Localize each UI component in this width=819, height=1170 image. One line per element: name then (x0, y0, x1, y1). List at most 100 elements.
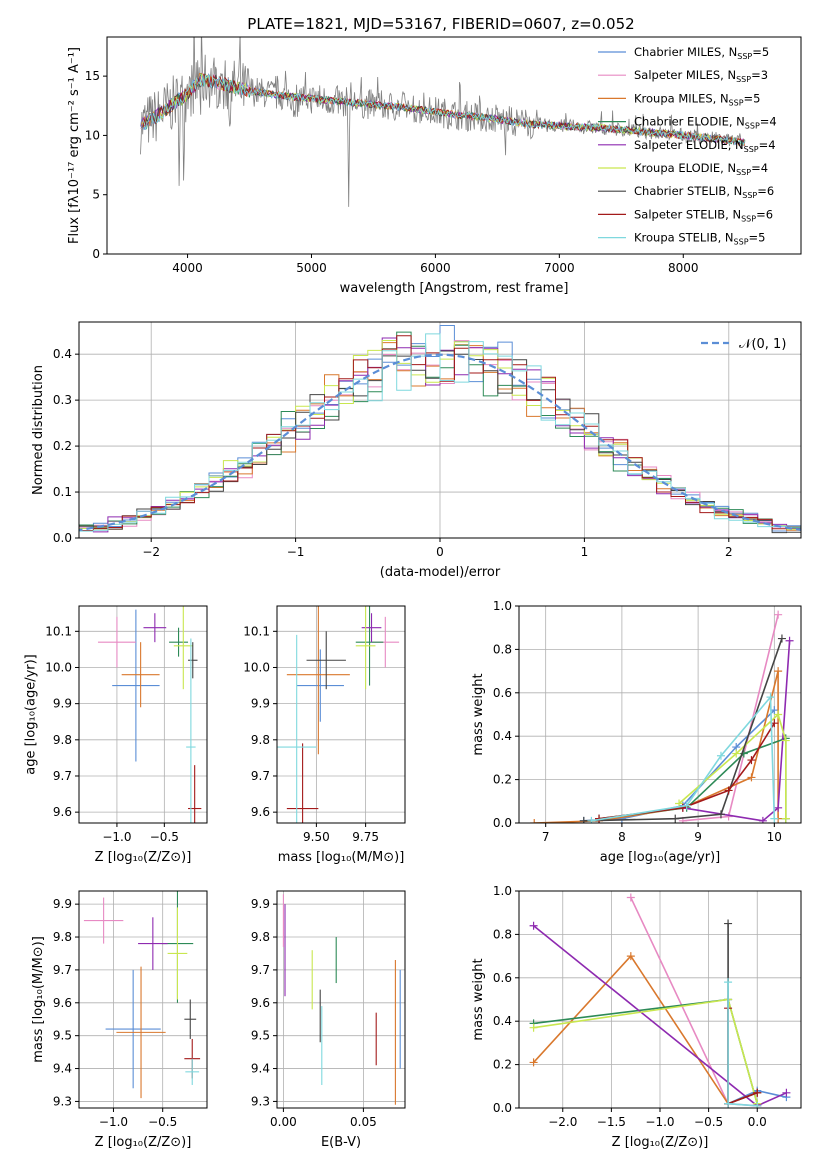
panel-massweight-vs-Z: −2.0 −1.5 −1.0 −0.5 0.0 0.0 0.2 0.4 0.6 0.8 1.0 Z [… (471, 884, 802, 1150)
plot-area-spectrum (140, 37, 746, 207)
figure-title: PLATE=1821, MJD=53167, FIBERID=0607, z=0… (247, 15, 634, 33)
weight-marker (753, 1101, 762, 1108)
normal-reference-curve (79, 353, 801, 532)
observed-spectrum-line (140, 37, 746, 207)
weight-series-5 (529, 995, 762, 1108)
x-tick-label: −0.5 (148, 1115, 177, 1129)
plot-area-massweight-vs-age (519, 606, 801, 823)
x-tick-label: −1.5 (597, 1115, 626, 1129)
plot-area-mass-vs-EBV (277, 891, 405, 1108)
weight-marker (758, 816, 767, 823)
y-tick-label: 0.0 (493, 816, 512, 830)
y-tick-label: 9.7 (251, 963, 270, 977)
y-tick-label: 0.2 (493, 1058, 512, 1072)
errorbar-point (105, 969, 161, 1089)
errorbar-point (116, 966, 166, 1099)
x-tick-label: −2.0 (548, 1115, 577, 1129)
y-tick-label: 0.6 (493, 971, 512, 985)
x-tick-label: −1.0 (102, 830, 131, 844)
errorbar-point (143, 613, 167, 643)
y-tick-label: 9.7 (53, 963, 72, 977)
weight-marker (529, 1023, 538, 1032)
weight-marker (626, 893, 635, 902)
legend-entry: Chabrier MILES, NSSP=5 (634, 45, 769, 61)
x-tick-label: −1.0 (645, 1115, 674, 1129)
y-tick-label: 9.5 (251, 1029, 270, 1043)
y-tick-label: 0.8 (493, 927, 512, 941)
weight-marker (529, 921, 538, 930)
y-tick-label: 0.2 (493, 773, 512, 787)
errorbar-point (188, 765, 202, 823)
weight-marker (724, 786, 733, 795)
weight-marker (529, 1058, 538, 1067)
weight-series-6 (724, 919, 762, 1108)
weight-marker (774, 610, 783, 619)
y-tick-label: 1.0 (493, 884, 512, 898)
errorbar-point (355, 606, 376, 690)
y-tick-label: 0.1 (53, 485, 72, 499)
y-tick-label: 0.3 (53, 393, 72, 407)
legend-entry: Kroupa MILES, NSSP=5 (634, 91, 760, 107)
errorbar-point (97, 616, 136, 668)
errorbar-point (185, 1058, 200, 1085)
panel-age-vs-Z: −1.0 −0.5 9.6 9.7 9.8 9.9 10.0 10.1 Z [log₁₀(Z/Z… (24, 605, 208, 865)
y-axis-label: Normed distribution (31, 365, 46, 495)
y-tick-label: 0.4 (493, 1014, 512, 1028)
x-tick-label: 8000 (668, 261, 699, 275)
weight-series-5 (675, 710, 790, 823)
legend-entry-normal: 𝒩(0, 1) (739, 337, 786, 352)
y-tick-label: 9.8 (251, 733, 270, 747)
y-tick-label: 9.6 (251, 805, 270, 819)
y-tick-label: 9.6 (53, 996, 72, 1010)
y-tick-label: 15 (85, 69, 100, 83)
panel-age-vs-mass: 9.50 9.75 9.6 9.7 9.8 9.9 10.0 10.1 mass [log₁₀(… (243, 605, 406, 865)
y-tick-label: 0.2 (53, 439, 72, 453)
axes-frame (78, 890, 208, 1109)
y-tick-label: 9.9 (53, 897, 72, 911)
weight-marker (530, 819, 539, 823)
axes-frame (518, 605, 802, 824)
y-tick-label: 10.1 (45, 624, 72, 638)
y-tick-label: 9.3 (251, 1094, 270, 1108)
x-tick-label: 8 (618, 830, 626, 844)
weight-marker (732, 749, 741, 758)
errorbar-point (286, 606, 350, 755)
x-tick-label: 10 (767, 830, 782, 844)
y-tick-label: 0.4 (53, 347, 72, 361)
plot-area-massweight-vs-Z (519, 891, 801, 1108)
weight-marker (724, 978, 733, 987)
weight-series-6 (579, 634, 786, 823)
legend-entry: Salpeter ELODIE, NSSP=4 (634, 138, 776, 154)
legend-entry: Chabrier ELODIE, NSSP=4 (634, 115, 777, 131)
y-tick-label: 1.0 (493, 599, 512, 613)
weight-marker (739, 749, 748, 758)
errorbar-point (83, 897, 124, 944)
y-tick-label: 9.6 (53, 805, 72, 819)
legend-entry: Chabrier STELIB, NSSP=6 (634, 184, 774, 200)
x-axis-label: (data-model)/error (380, 565, 501, 580)
weight-series-8 (724, 978, 762, 1108)
weight-marker (782, 1088, 791, 1097)
x-tick-label: 6000 (420, 261, 451, 275)
panel-residuals: −2 −1 0 1 2 0.0 0.1 0.2 0.3 0.4 (data-model)/error… (31, 321, 802, 580)
weight-line (533, 954, 758, 1105)
plot-area-mass-vs-Z (79, 891, 207, 1108)
errorbar-point (355, 606, 384, 686)
x-tick-label: 9.50 (303, 830, 330, 844)
legend-entry: Salpeter MILES, NSSP=3 (634, 68, 768, 84)
axes-frame (276, 605, 406, 824)
weight-series-4 (678, 636, 794, 823)
x-tick-label: −0.5 (150, 830, 179, 844)
weight-marker (724, 919, 733, 928)
weight-marker (724, 1099, 733, 1108)
axes-frame (78, 321, 802, 539)
x-axis-label: Z [log₁₀(Z/Z⊙)] (612, 1135, 709, 1150)
weight-marker (716, 751, 725, 760)
weight-marker (781, 736, 790, 745)
weight-marker (774, 803, 783, 812)
errorbar-point (286, 743, 319, 823)
x-tick-label: 5000 (296, 261, 327, 275)
x-tick-label: 0.00 (270, 1115, 297, 1129)
y-tick-label: 9.4 (251, 1062, 270, 1076)
legend-entry: Salpeter STELIB, NSSP=6 (634, 207, 773, 223)
